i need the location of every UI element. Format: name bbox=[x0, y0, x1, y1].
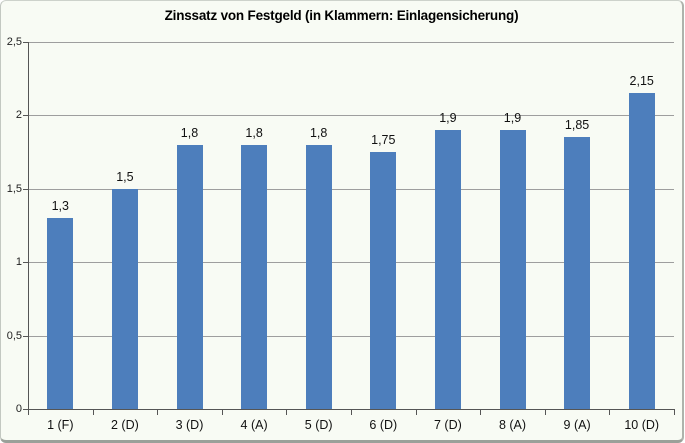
y-axis-tick-label: 2,5 bbox=[6, 36, 22, 48]
x-axis-category-label: 6 (D) bbox=[369, 418, 398, 432]
bar-value-label: 1,8 bbox=[180, 125, 199, 140]
y-axis-tick-label: 0,5 bbox=[6, 329, 22, 342]
bar bbox=[111, 188, 138, 409]
x-tick-mark bbox=[609, 410, 611, 415]
y-tick-mark bbox=[23, 115, 28, 117]
y-tick-mark bbox=[23, 335, 28, 337]
x-axis-category-label: 10 (D) bbox=[624, 418, 660, 432]
y-tick-mark bbox=[23, 188, 28, 190]
bar-value-label: 1,5 bbox=[116, 169, 134, 184]
x-axis-category-label: 5 (D) bbox=[304, 418, 333, 432]
bar-value-label: 1,3 bbox=[51, 199, 69, 214]
bar-value-label: 2,15 bbox=[629, 74, 654, 89]
chart-title: Zinssatz von Festgeld (in Klammern: Einl… bbox=[164, 8, 519, 23]
x-tick-mark bbox=[221, 410, 223, 415]
x-tick-mark bbox=[351, 410, 352, 415]
gridline bbox=[28, 115, 674, 117]
bar bbox=[628, 93, 655, 409]
x-tick-mark bbox=[480, 410, 482, 415]
y-axis-tick-label: 2 bbox=[15, 109, 22, 122]
bar bbox=[47, 218, 74, 409]
bar-value-label: 1,8 bbox=[309, 125, 328, 140]
y-axis-tick-label: 1 bbox=[15, 256, 22, 269]
y-axis-line bbox=[28, 42, 29, 409]
bar bbox=[564, 137, 591, 409]
x-axis-line bbox=[28, 409, 675, 410]
x-axis-category-label: 8 (A) bbox=[498, 418, 527, 432]
bar bbox=[434, 130, 461, 409]
gridline bbox=[28, 42, 674, 43]
bar bbox=[499, 130, 526, 409]
y-tick-mark bbox=[23, 409, 28, 410]
x-axis-category-label: 1 (F) bbox=[47, 418, 74, 432]
y-axis-tick-label: 0 bbox=[15, 403, 22, 415]
y-tick-mark bbox=[23, 262, 28, 264]
bar-value-label: 1,9 bbox=[503, 111, 522, 126]
x-tick-mark bbox=[674, 410, 675, 415]
y-axis-tick-label: 1,5 bbox=[6, 182, 22, 195]
x-axis-category-label: 2 (D) bbox=[111, 418, 139, 432]
bar-value-label: 1,8 bbox=[245, 125, 263, 140]
x-axis-category-label: 4 (A) bbox=[240, 418, 268, 432]
bar-value-label: 1,85 bbox=[564, 118, 590, 133]
y-tick-mark bbox=[23, 42, 28, 43]
bar-value-label: 1,75 bbox=[371, 133, 396, 148]
x-tick-mark bbox=[544, 410, 546, 415]
x-axis-category-label: 7 (D) bbox=[434, 418, 462, 432]
bar bbox=[176, 144, 203, 409]
bar bbox=[241, 144, 268, 409]
x-axis-category-label: 3 (D) bbox=[175, 418, 204, 432]
bar-value-label: 1,9 bbox=[439, 111, 457, 126]
x-tick-mark bbox=[92, 410, 94, 415]
x-tick-mark bbox=[286, 410, 288, 415]
x-tick-mark bbox=[28, 410, 29, 415]
x-tick-mark bbox=[157, 410, 159, 415]
bar bbox=[370, 152, 397, 409]
x-axis-category-label: 9 (A) bbox=[563, 418, 591, 432]
x-tick-mark bbox=[415, 410, 417, 415]
bar bbox=[305, 144, 332, 409]
